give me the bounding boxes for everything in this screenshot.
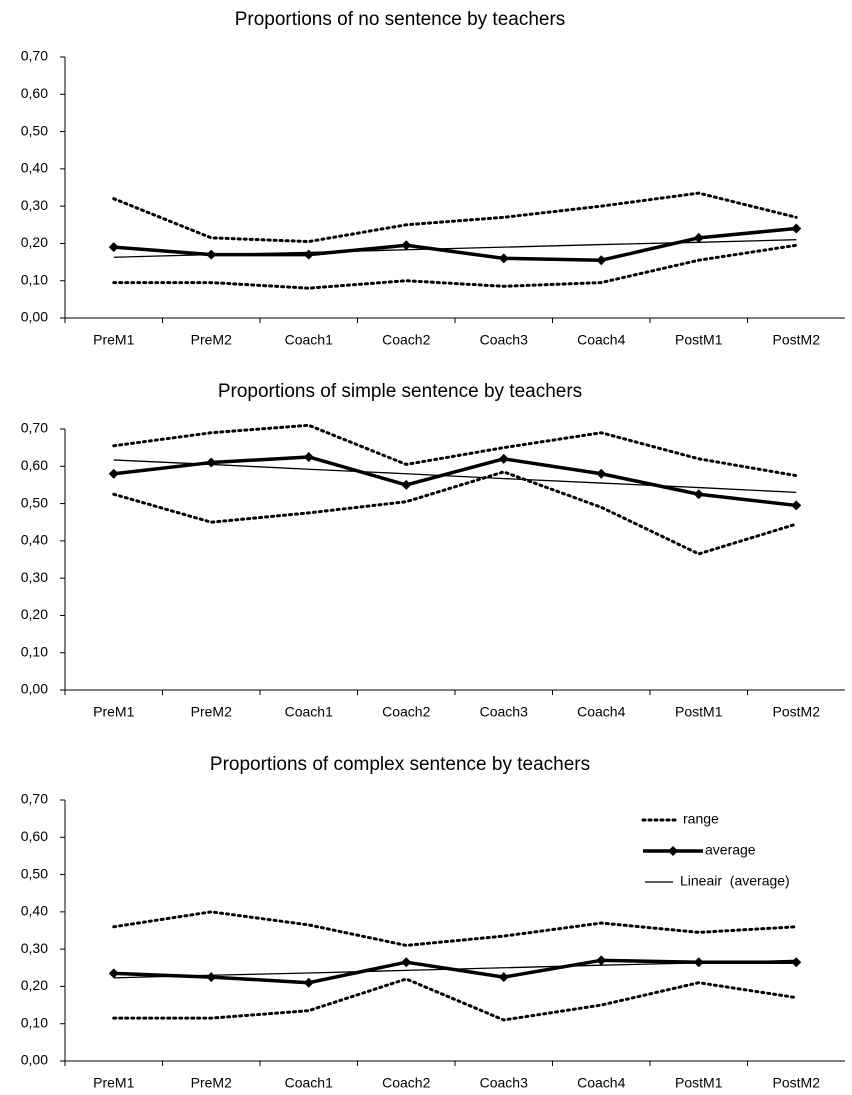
- x-tick-label: PreM1: [93, 332, 134, 348]
- y-tick-label: 0,20: [21, 234, 48, 250]
- diamond-marker: [693, 489, 704, 500]
- x-tick-label: PreM2: [191, 704, 232, 720]
- diamond-marker: [401, 240, 412, 251]
- x-tick-label: PreM2: [191, 1075, 232, 1091]
- range-lower: [112, 977, 798, 1022]
- range-lower: [112, 470, 798, 556]
- average-line: [113, 226, 797, 262]
- trend-line: [113, 459, 797, 494]
- diamond-marker: [108, 468, 119, 479]
- diamond-marker: [303, 977, 314, 988]
- x-tick-label: Coach1: [285, 332, 333, 348]
- x-tick-label: Coach3: [480, 704, 528, 720]
- legend-label: average: [705, 842, 756, 858]
- diamond-marker: [206, 457, 217, 468]
- diamond-marker: [206, 972, 217, 983]
- y-tick-label: 0,10: [21, 643, 48, 659]
- diamond-marker: [303, 249, 314, 260]
- trend-line: [113, 239, 797, 258]
- chart-title: Proportions of no sentence by teachers: [235, 9, 566, 30]
- x-tick-label: PreM1: [93, 704, 134, 720]
- chart-title: Proportions of complex sentence by teach…: [210, 754, 590, 775]
- x-tick-label: Coach3: [480, 1075, 528, 1091]
- legend-label: range: [683, 811, 719, 827]
- diamond-marker: [401, 479, 412, 490]
- y-tick-label: 0,50: [21, 494, 48, 510]
- diamond-marker: [108, 968, 119, 979]
- y-tick-label: 0,10: [21, 271, 48, 287]
- y-tick-label: 0,70: [21, 420, 48, 436]
- diamond-marker: [303, 451, 314, 462]
- y-tick-label: 0,60: [21, 85, 48, 101]
- y-tick-label: 0,00: [21, 309, 48, 325]
- range-upper: [112, 910, 798, 947]
- diamond-marker: [108, 242, 119, 253]
- diamond-marker: [596, 955, 607, 966]
- x-tick-label: Coach4: [577, 1075, 625, 1091]
- y-tick-label: 0,70: [21, 48, 48, 64]
- x-tick-label: Coach4: [577, 704, 625, 720]
- diamond-marker: [791, 500, 802, 511]
- diamond-marker: [791, 223, 802, 234]
- x-tick-label: PostM1: [675, 704, 723, 720]
- x-tick-label: PostM2: [773, 704, 821, 720]
- diamond-marker: [596, 468, 607, 479]
- diamond-marker: [693, 232, 704, 243]
- x-tick-label: PostM1: [675, 1075, 723, 1091]
- x-tick-label: Coach1: [285, 1075, 333, 1091]
- diamond-marker: [498, 453, 509, 464]
- x-tick-label: PreM2: [191, 332, 232, 348]
- y-tick-label: 0,50: [21, 865, 48, 881]
- diamond-marker: [791, 957, 802, 968]
- average-line: [113, 455, 797, 508]
- y-tick-label: 0,60: [21, 828, 48, 844]
- y-tick-label: 0,10: [21, 1014, 48, 1030]
- range-upper: [112, 423, 798, 478]
- y-tick-label: 0,30: [21, 940, 48, 956]
- y-tick-label: 0,40: [21, 532, 48, 548]
- y-tick-label: 0,30: [21, 569, 48, 585]
- diamond-marker: [596, 255, 607, 266]
- trend-line: [113, 959, 797, 979]
- y-tick-label: 0,00: [21, 1052, 48, 1068]
- y-tick-label: 0,00: [21, 681, 48, 697]
- legend-marker: [668, 846, 678, 856]
- legend-label: Lineair (average): [680, 873, 790, 889]
- x-tick-label: PostM2: [773, 1075, 821, 1091]
- y-tick-label: 0,20: [21, 977, 48, 993]
- x-tick-label: PreM1: [93, 1075, 134, 1091]
- y-tick-label: 0,50: [21, 122, 48, 138]
- range-lower: [112, 243, 798, 290]
- x-tick-label: PostM2: [773, 332, 821, 348]
- y-tick-label: 0,60: [21, 457, 48, 473]
- x-tick-label: Coach2: [382, 332, 430, 348]
- x-tick-label: Coach3: [480, 332, 528, 348]
- y-tick-label: 0,40: [21, 160, 48, 176]
- y-tick-label: 0,40: [21, 903, 48, 919]
- y-tick-label: 0,30: [21, 197, 48, 213]
- x-tick-label: PostM1: [675, 332, 723, 348]
- x-tick-label: Coach2: [382, 704, 430, 720]
- diamond-marker: [693, 957, 704, 968]
- x-tick-label: Coach2: [382, 1075, 430, 1091]
- x-tick-label: Coach4: [577, 332, 625, 348]
- range-upper: [112, 191, 798, 244]
- diamond-marker: [498, 253, 509, 264]
- y-tick-label: 0,70: [21, 791, 48, 807]
- chart-title: Proportions of simple sentence by teache…: [218, 381, 582, 402]
- diamond-marker: [401, 957, 412, 968]
- x-tick-label: Coach1: [285, 704, 333, 720]
- diamond-marker: [498, 972, 509, 983]
- y-tick-label: 0,20: [21, 606, 48, 622]
